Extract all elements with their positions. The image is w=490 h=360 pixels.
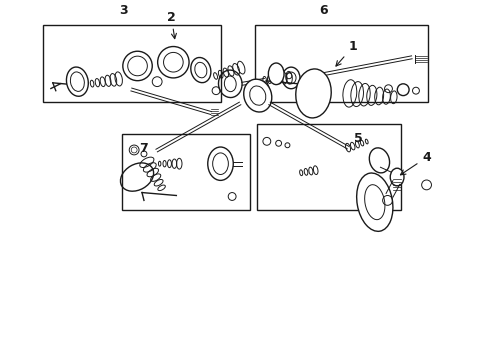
Text: 6: 6 (319, 4, 328, 17)
Text: 4: 4 (400, 151, 431, 175)
Text: 5: 5 (354, 131, 363, 144)
Ellipse shape (208, 147, 233, 180)
Ellipse shape (357, 173, 393, 231)
Text: 7: 7 (140, 142, 148, 155)
Text: 2: 2 (167, 10, 176, 39)
Ellipse shape (244, 79, 272, 112)
Bar (255, 25, 428, 103)
Ellipse shape (369, 148, 390, 173)
Ellipse shape (71, 72, 84, 91)
Text: 1: 1 (336, 40, 357, 66)
Ellipse shape (67, 67, 88, 96)
Bar (257, 124, 401, 210)
Ellipse shape (296, 69, 331, 118)
Text: 3: 3 (119, 4, 127, 17)
Ellipse shape (390, 168, 404, 186)
Ellipse shape (213, 153, 228, 175)
Bar (122, 134, 250, 210)
Ellipse shape (269, 63, 284, 85)
Bar (43, 25, 221, 103)
